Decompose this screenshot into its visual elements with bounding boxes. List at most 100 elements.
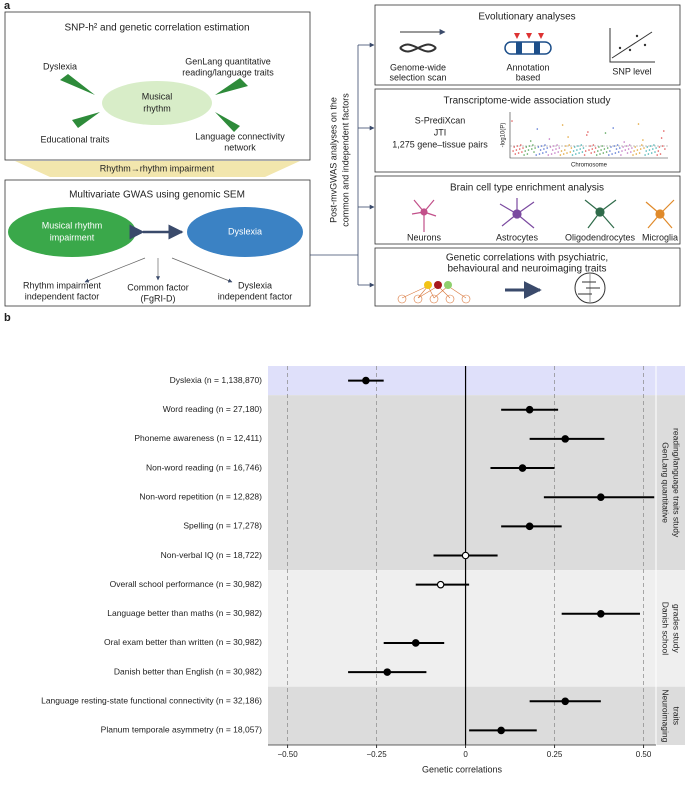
- y-tick-label: Non-word reading (n = 16,746): [146, 462, 262, 472]
- group-band: [268, 686, 685, 745]
- dot: [533, 151, 535, 153]
- point: [362, 376, 370, 385]
- box-title: behavioural and neuroimaging traits: [448, 264, 607, 275]
- y-tick-label: Planum temporale asymmetry (n = 18,057): [101, 725, 263, 735]
- dot: [575, 153, 577, 155]
- dot: [594, 147, 597, 149]
- dot: [654, 151, 656, 153]
- dot: [553, 145, 555, 147]
- dot: [622, 146, 624, 148]
- dot: [521, 151, 523, 153]
- panel-b: b GenLang quantitative reading/language t…: [4, 312, 685, 774]
- dot: [631, 147, 633, 149]
- dot: [543, 148, 545, 150]
- y-tick-label: Danish better than English (n = 30,982): [114, 666, 262, 676]
- dot: [536, 128, 539, 130]
- group-label: traits: [671, 707, 681, 725]
- dot: [515, 149, 518, 151]
- icon-caption: Annotation: [506, 62, 549, 72]
- dot: [598, 146, 600, 148]
- dot: [630, 151, 632, 153]
- icon-caption: SNP level: [612, 66, 651, 76]
- node-label: Musical: [142, 91, 173, 101]
- dot: [577, 145, 579, 147]
- dot: [586, 134, 588, 136]
- dot: [555, 148, 557, 150]
- x-axis-label: Genetic correlations: [422, 764, 503, 774]
- dot: [603, 148, 606, 150]
- ellipse: [187, 207, 303, 257]
- dot: [591, 148, 594, 150]
- group-label: GenLang quantitative: [660, 442, 670, 523]
- dot: [544, 144, 546, 146]
- forest-icon: [574, 272, 606, 304]
- cell-label: Microglia: [642, 232, 678, 242]
- point: [561, 697, 570, 706]
- group-label: Danish school: [660, 602, 670, 656]
- x-tick-label: −0.50: [277, 750, 298, 759]
- dot: [636, 149, 639, 151]
- dot: [656, 154, 658, 156]
- y-tick-label: Oral exam better than written (n = 30,98…: [104, 637, 262, 647]
- factor-label: Rhythm impairment: [23, 280, 102, 290]
- trait-label: GenLang quantitative: [185, 56, 271, 66]
- dot: [613, 145, 616, 147]
- dot: [606, 147, 609, 149]
- point: [518, 464, 527, 472]
- dot: [560, 150, 563, 152]
- dot: [646, 146, 649, 148]
- dot: [529, 140, 532, 142]
- axis-label: Chromosome: [571, 163, 608, 169]
- dot: [604, 132, 607, 134]
- ellipse: [102, 81, 212, 125]
- dot: [639, 148, 642, 150]
- dot: [558, 147, 561, 149]
- dot: [550, 153, 553, 155]
- trait-label: network: [224, 142, 256, 152]
- dot: [567, 136, 569, 138]
- dot: [512, 150, 514, 152]
- dot: [557, 151, 559, 153]
- dot: [650, 152, 653, 154]
- node-label: Musical rhythm: [42, 220, 103, 230]
- connector-arrows: [358, 42, 375, 288]
- point: [411, 639, 420, 647]
- dot: [627, 148, 630, 150]
- icon-caption: based: [516, 72, 541, 82]
- box-title: Genetic correlations with psychiatric,: [446, 253, 608, 264]
- dot: [520, 144, 522, 146]
- group-band: [268, 570, 685, 687]
- dot: [641, 144, 643, 146]
- dot: [615, 148, 618, 150]
- y-tick-label: Dyslexia (n = 1,138,870): [170, 375, 263, 385]
- dot: [513, 146, 515, 148]
- method-label: JTI: [434, 127, 447, 137]
- dot: [518, 148, 521, 150]
- icon-caption: Genome-wide: [390, 62, 446, 72]
- dot: [542, 152, 544, 154]
- panel-a: a SNP-h² and genetic correlation estimat…: [4, 0, 681, 307]
- dot: [592, 144, 595, 146]
- dot: [537, 146, 540, 148]
- dot: [540, 145, 543, 147]
- dot: [647, 153, 650, 155]
- group-label: Neuroimaging: [660, 689, 670, 742]
- post-label: common and independent factors: [340, 93, 350, 227]
- factor-label: Dyslexia: [238, 280, 272, 290]
- dot: [660, 137, 663, 139]
- factor-label: (FgRI-D): [141, 293, 176, 303]
- dot: [549, 146, 552, 148]
- factor-label: independent factor: [218, 291, 293, 301]
- dot: [573, 146, 576, 148]
- icon-caption: selection scan: [389, 72, 446, 82]
- dot: [595, 154, 598, 156]
- dot: [605, 151, 608, 153]
- factor-label: independent factor: [25, 291, 100, 301]
- dot: [658, 146, 661, 148]
- dot: [645, 150, 647, 152]
- point: [525, 405, 534, 414]
- dot: [635, 153, 638, 155]
- x-tick-label: 0: [463, 750, 468, 759]
- dna-icon: [399, 29, 446, 53]
